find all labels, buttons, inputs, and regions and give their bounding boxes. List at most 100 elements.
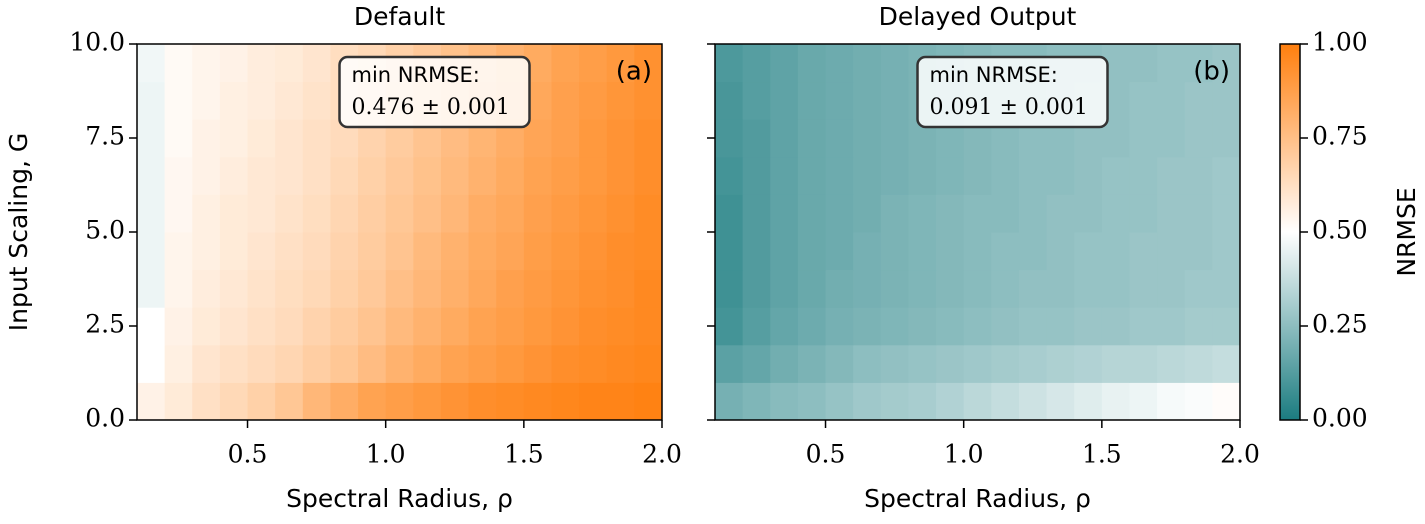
heatmap-cell — [880, 119, 909, 158]
heatmap-cell — [579, 269, 608, 308]
heatmap-cell — [440, 344, 470, 383]
heatmap-cell — [275, 81, 304, 120]
heatmap-cell — [825, 232, 854, 271]
heatmap-cell — [385, 307, 414, 346]
heatmap-cell — [496, 156, 525, 195]
heatmap-cell — [1157, 269, 1186, 308]
heatmap-cell — [164, 119, 193, 158]
heatmap-cell — [275, 232, 304, 271]
heatmap-cell — [496, 307, 525, 346]
heatmap-cell — [936, 194, 965, 233]
heatmap-cell — [1101, 307, 1130, 346]
heatmap-cell — [523, 119, 552, 158]
heatmap-cell — [358, 156, 387, 195]
heatmap-cell — [164, 269, 193, 308]
y-tick-label: 10.0 — [69, 28, 125, 57]
heatmap-cell — [880, 382, 909, 421]
heatmap-cell — [275, 382, 304, 421]
heatmap-cell — [1018, 344, 1048, 383]
heatmap-cell — [358, 269, 387, 308]
heatmap-cell — [634, 269, 663, 308]
heatmap-cell — [275, 344, 304, 383]
heatmap-cell — [302, 232, 331, 271]
heatmap-cell — [137, 194, 166, 233]
colorbar-tick-label: 0.25 — [1312, 310, 1368, 339]
heatmap-cell — [797, 269, 827, 308]
heatmap-cell — [606, 307, 635, 346]
heatmap-cell — [302, 194, 331, 233]
heatmap-cell — [853, 307, 882, 346]
heatmap-cell — [936, 382, 965, 421]
heatmap-cell — [1074, 194, 1103, 233]
heatmap-cell — [715, 194, 744, 233]
heatmap-cell — [1129, 269, 1158, 308]
heatmap-cell — [219, 44, 249, 83]
heatmap-cell — [358, 232, 387, 271]
heatmap-cell — [551, 344, 580, 383]
heatmap-cell — [1184, 232, 1213, 271]
heatmap-cell — [1101, 269, 1130, 308]
heatmap-cell — [551, 44, 580, 83]
heatmap-cell — [219, 269, 249, 308]
heatmap-cell — [523, 156, 552, 195]
heatmap-cell — [137, 344, 166, 383]
heatmap-cell — [551, 81, 580, 120]
heatmap-cell — [247, 81, 276, 120]
heatmap-cell — [908, 269, 937, 308]
heatmap-cell — [991, 344, 1020, 383]
heatmap-cell — [853, 156, 882, 195]
heatmap-cell — [496, 382, 525, 421]
heatmap-cell — [1018, 307, 1048, 346]
x-tick-label: 1.5 — [1082, 440, 1122, 469]
heatmap-cell — [1074, 307, 1103, 346]
heatmap-cell — [715, 44, 744, 83]
heatmap-cell — [1129, 194, 1158, 233]
heatmap-cell — [1018, 382, 1048, 421]
heatmap-cell — [496, 344, 525, 383]
heatmap-cell — [1184, 156, 1213, 195]
heatmap-cell — [137, 119, 166, 158]
heatmap-cell — [164, 307, 193, 346]
heatmap-cell — [1212, 307, 1241, 346]
heatmap-cell — [385, 382, 414, 421]
heatmap-cell — [523, 307, 552, 346]
heatmap-cell — [523, 232, 552, 271]
heatmap-cell — [440, 307, 470, 346]
heatmap-cell — [1157, 81, 1186, 120]
heatmap-cell — [579, 307, 608, 346]
heatmap-cell — [1074, 156, 1103, 195]
heatmap-cell — [551, 156, 580, 195]
heatmap-cell — [634, 81, 663, 120]
heatmap-cell — [247, 269, 276, 308]
heatmap-cell — [797, 344, 827, 383]
heatmap-cell — [634, 382, 663, 421]
heatmap-cell — [825, 81, 854, 120]
heatmap-cell — [770, 81, 799, 120]
heatmap-cell — [219, 382, 249, 421]
heatmap-cell — [579, 232, 608, 271]
heatmap-cell — [385, 232, 414, 271]
heatmap-cell — [440, 194, 470, 233]
heatmap-cell — [192, 156, 221, 195]
heatmap-cell — [1212, 269, 1241, 308]
x-tick-label: 0.5 — [228, 440, 268, 469]
heatmap-cell — [797, 119, 827, 158]
heatmap-cell — [330, 344, 359, 383]
heatmap-cell — [634, 344, 663, 383]
heatmap-cell — [825, 307, 854, 346]
heatmap-cell — [192, 81, 221, 120]
heatmap-cell — [579, 44, 608, 83]
heatmap-cell — [219, 194, 249, 233]
heatmap-cell — [496, 232, 525, 271]
heatmap-cell — [579, 344, 608, 383]
y-tick-label: 0.0 — [85, 404, 125, 433]
heatmap-cell — [1212, 156, 1241, 195]
heatmap-cell — [770, 344, 799, 383]
y-axis-label: Input Scaling, G — [4, 133, 33, 332]
heatmap-cell — [1212, 44, 1241, 83]
heatmap-cell — [1157, 232, 1186, 271]
heatmap-cell — [164, 232, 193, 271]
colorbar-tick-label: 0.00 — [1312, 404, 1368, 433]
heatmap-cell — [192, 344, 221, 383]
heatmap-cell — [1018, 232, 1048, 271]
